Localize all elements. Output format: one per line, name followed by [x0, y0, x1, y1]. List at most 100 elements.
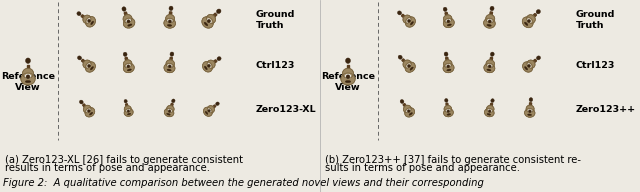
Ellipse shape — [488, 110, 491, 113]
Ellipse shape — [403, 105, 411, 113]
Polygon shape — [81, 15, 92, 23]
Ellipse shape — [204, 107, 212, 116]
Ellipse shape — [529, 98, 532, 102]
Ellipse shape — [126, 109, 131, 113]
Ellipse shape — [527, 19, 531, 23]
Ellipse shape — [444, 7, 447, 12]
Ellipse shape — [124, 52, 127, 56]
Text: sults in terms of pose and appearance.: sults in terms of pose and appearance. — [325, 163, 520, 173]
Ellipse shape — [207, 108, 211, 113]
Ellipse shape — [345, 80, 351, 83]
Ellipse shape — [85, 62, 95, 72]
Ellipse shape — [405, 62, 415, 72]
Ellipse shape — [169, 6, 173, 11]
Ellipse shape — [490, 6, 494, 11]
Ellipse shape — [164, 63, 175, 73]
Ellipse shape — [164, 108, 174, 117]
Ellipse shape — [127, 110, 129, 112]
Ellipse shape — [21, 73, 35, 85]
Ellipse shape — [447, 110, 449, 113]
Ellipse shape — [88, 19, 91, 22]
Ellipse shape — [484, 63, 495, 73]
Ellipse shape — [444, 60, 452, 68]
Ellipse shape — [484, 108, 494, 117]
Ellipse shape — [83, 15, 91, 23]
Text: Reference
View: Reference View — [321, 72, 375, 92]
Ellipse shape — [406, 109, 411, 113]
Ellipse shape — [207, 106, 214, 113]
Ellipse shape — [527, 114, 532, 116]
Ellipse shape — [124, 60, 132, 68]
Ellipse shape — [487, 19, 493, 23]
Ellipse shape — [167, 19, 173, 23]
Ellipse shape — [487, 24, 492, 26]
Ellipse shape — [125, 64, 131, 68]
Ellipse shape — [341, 73, 355, 85]
Ellipse shape — [409, 113, 412, 115]
Ellipse shape — [404, 108, 415, 117]
Text: Ctrl123: Ctrl123 — [256, 60, 296, 70]
Polygon shape — [81, 59, 92, 69]
Ellipse shape — [490, 52, 494, 56]
Polygon shape — [206, 13, 217, 24]
Ellipse shape — [405, 17, 415, 27]
Polygon shape — [168, 57, 172, 69]
Ellipse shape — [88, 110, 90, 112]
Ellipse shape — [207, 14, 216, 23]
Ellipse shape — [444, 18, 454, 28]
Ellipse shape — [522, 17, 533, 28]
Ellipse shape — [487, 64, 492, 68]
Ellipse shape — [204, 66, 207, 70]
Ellipse shape — [26, 75, 30, 79]
Text: results in terms of pose and appearance.: results in terms of pose and appearance. — [5, 163, 210, 173]
Ellipse shape — [488, 109, 492, 113]
Ellipse shape — [486, 60, 495, 68]
Ellipse shape — [79, 100, 83, 104]
Text: Ground
Truth: Ground Truth — [256, 10, 296, 30]
Ellipse shape — [164, 18, 175, 28]
Ellipse shape — [123, 15, 132, 23]
Polygon shape — [347, 65, 349, 80]
Ellipse shape — [205, 111, 208, 114]
Ellipse shape — [127, 20, 130, 23]
Ellipse shape — [445, 64, 451, 68]
Text: Figure 2:  A qualitative comparison between the generated novel views and their : Figure 2: A qualitative comparison betwe… — [3, 178, 484, 188]
Ellipse shape — [124, 106, 131, 112]
Ellipse shape — [167, 69, 172, 71]
Ellipse shape — [168, 65, 172, 68]
Ellipse shape — [398, 55, 402, 59]
Polygon shape — [529, 103, 532, 114]
Ellipse shape — [443, 63, 454, 73]
Polygon shape — [27, 65, 29, 80]
Ellipse shape — [526, 105, 534, 112]
Ellipse shape — [524, 22, 528, 26]
Ellipse shape — [407, 110, 410, 113]
Ellipse shape — [208, 109, 211, 112]
Ellipse shape — [447, 65, 450, 68]
Ellipse shape — [172, 99, 175, 103]
Ellipse shape — [77, 12, 81, 16]
Ellipse shape — [25, 80, 31, 83]
Ellipse shape — [529, 110, 531, 113]
Ellipse shape — [127, 113, 131, 115]
Ellipse shape — [400, 99, 404, 103]
Text: Zero123++: Zero123++ — [576, 105, 636, 114]
Ellipse shape — [124, 108, 133, 116]
Ellipse shape — [124, 99, 127, 103]
Ellipse shape — [207, 63, 211, 68]
Ellipse shape — [410, 22, 413, 25]
Ellipse shape — [90, 67, 93, 70]
Ellipse shape — [86, 17, 95, 27]
Ellipse shape — [446, 109, 451, 113]
Ellipse shape — [207, 19, 211, 23]
Polygon shape — [401, 14, 412, 24]
Ellipse shape — [447, 20, 450, 23]
Ellipse shape — [410, 67, 413, 70]
Polygon shape — [445, 57, 450, 69]
Ellipse shape — [124, 18, 135, 28]
Ellipse shape — [523, 62, 532, 72]
Ellipse shape — [444, 105, 452, 112]
Ellipse shape — [127, 65, 130, 68]
Text: (b) Zero123++ [37] fails to generate consistent re-: (b) Zero123++ [37] fails to generate con… — [325, 155, 581, 165]
Ellipse shape — [168, 109, 172, 113]
